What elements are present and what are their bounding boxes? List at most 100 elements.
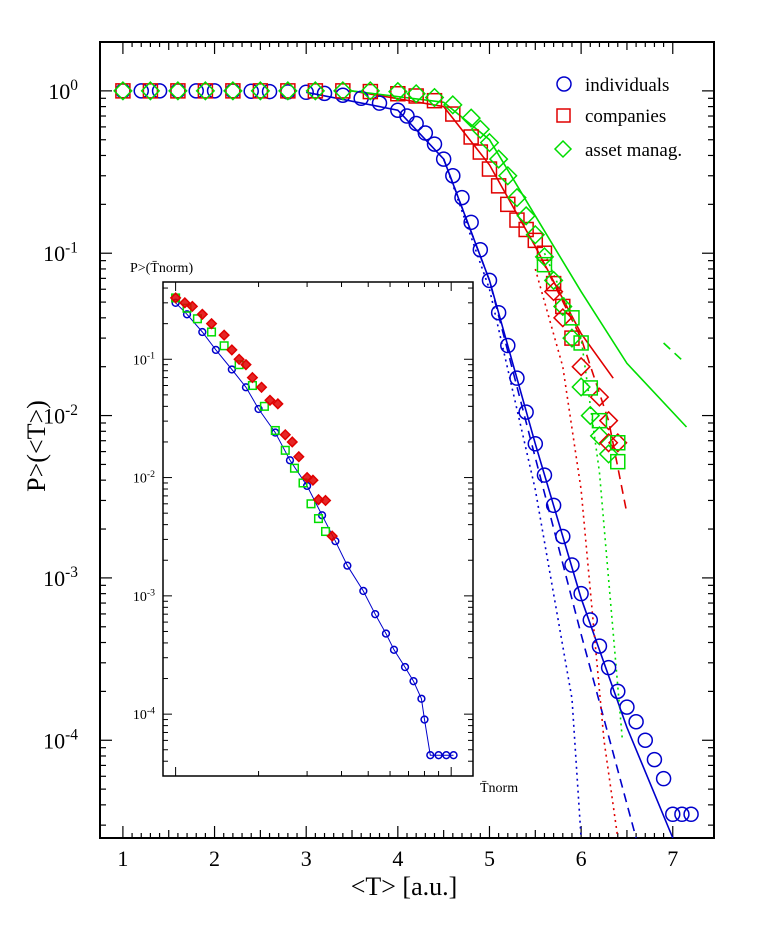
- data-point-circle: [536, 467, 553, 483]
- data-point-diamond: [223, 81, 243, 101]
- data-point-square: [564, 310, 580, 326]
- data-point-circle: [390, 102, 406, 118]
- inset-data-point-diamond: [233, 353, 245, 366]
- x-tick-label: 5: [484, 846, 495, 871]
- data-point-square: [426, 92, 443, 109]
- data-point-diamond: [562, 328, 582, 348]
- inset-data-point-circle: [400, 662, 410, 672]
- fit-line-solid: [351, 90, 614, 379]
- data-point-circle: [573, 585, 589, 602]
- inset-data-point-circle: [254, 404, 263, 414]
- x-tick-label: 2: [209, 846, 220, 871]
- data-point-square: [225, 83, 241, 99]
- data-point-square: [280, 83, 296, 99]
- data-point-circle: [582, 612, 599, 628]
- inset-axis-ticks: [162, 282, 473, 777]
- data-point-square: [518, 221, 534, 238]
- data-point-diamond: [507, 187, 527, 208]
- data-point-circle: [151, 83, 168, 99]
- data-point-diamond: [168, 81, 188, 101]
- data-point-circle: [481, 272, 498, 289]
- data-point-circle: [454, 189, 470, 206]
- data-point-circle: [298, 84, 314, 101]
- data-point-square: [335, 83, 351, 99]
- inset-data-point-diamond: [301, 471, 313, 484]
- data-point-square: [142, 83, 159, 99]
- data-point-circle: [426, 136, 443, 152]
- data-point-square: [536, 256, 553, 273]
- inset-data-point-diamond: [179, 297, 191, 309]
- data-point-square: [591, 412, 608, 429]
- data-point-diamond: [388, 81, 408, 102]
- inset-data-point-diamond: [205, 317, 218, 330]
- inset-data-point-diamond: [326, 530, 338, 542]
- data-point-diamond: [497, 165, 518, 186]
- inset-data-point-diamond: [255, 381, 268, 394]
- legend-marker-individuals: [556, 76, 572, 92]
- data-point-circle: [316, 85, 333, 102]
- x-axis-title: <T> [a.u.]: [351, 872, 458, 901]
- data-point-circle: [674, 806, 690, 823]
- inset-y-tick-label: 10-3: [133, 587, 155, 605]
- y-tick-label: 10-2: [43, 402, 78, 429]
- data-point-square: [472, 144, 489, 160]
- x-tick-label: 6: [576, 846, 587, 871]
- data-point-square: [573, 335, 589, 351]
- legend-marker-asset-manag: [553, 139, 573, 159]
- data-point-square: [555, 298, 571, 315]
- inset-data-point-diamond: [279, 428, 292, 441]
- data-point-diamond: [278, 81, 298, 101]
- data-point-diamond: [360, 81, 381, 101]
- fit-line-dashed: [534, 246, 628, 514]
- fit-line-dashed: [663, 342, 683, 361]
- data-point-circle: [628, 714, 644, 730]
- data-point-circle: [655, 770, 672, 787]
- inset-data-point-diamond: [169, 292, 182, 304]
- inset-data-point-diamond: [286, 436, 299, 448]
- inset-data-point-diamond: [196, 308, 209, 321]
- inset-data-point-circle: [426, 751, 435, 760]
- inset-data-point-diamond: [218, 329, 230, 341]
- main-data-markers: [113, 81, 699, 823]
- data-point-diamond: [580, 405, 601, 426]
- fit-line-dotted: [534, 268, 619, 839]
- x-tick-label: 4: [392, 846, 403, 871]
- data-point-diamond: [424, 87, 445, 108]
- inset-data-point-diamond: [312, 493, 325, 506]
- inset-data-point-circle: [359, 586, 368, 596]
- data-point-square: [564, 330, 580, 346]
- data-point-diamond: [305, 81, 326, 101]
- inset-data-point-diamond: [246, 371, 259, 384]
- y-tick-label: 10-3: [43, 564, 78, 591]
- inset-data-point-diamond: [319, 494, 332, 507]
- data-point-circle: [509, 370, 525, 386]
- inset-data-point-diamond: [264, 394, 276, 407]
- inset-data-point-circle: [434, 751, 443, 760]
- data-point-circle: [610, 683, 626, 700]
- y-tick-label: 10-4: [43, 726, 78, 753]
- data-point-square: [509, 212, 525, 228]
- data-point-diamond: [607, 432, 628, 453]
- data-point-square: [582, 380, 599, 396]
- data-point-circle: [445, 168, 461, 184]
- data-point-circle: [545, 497, 562, 514]
- data-point-square: [490, 178, 507, 194]
- data-point-diamond: [534, 247, 555, 267]
- data-point-diamond: [571, 356, 591, 377]
- inset-data-point-circle: [449, 751, 458, 760]
- data-point-diamond: [552, 296, 573, 317]
- inset-data-point-circle: [227, 365, 237, 374]
- data-point-diamond: [470, 119, 491, 140]
- data-point-square: [527, 232, 544, 249]
- data-point-diamond: [333, 81, 353, 101]
- data-point-square: [610, 453, 626, 470]
- data-point-circle: [500, 337, 516, 354]
- legend: individuals companies asset manag.: [553, 75, 682, 161]
- data-point-circle: [527, 436, 544, 452]
- main-axis-ticks: [100, 41, 714, 838]
- inset-data-point-square: [320, 526, 331, 537]
- inset-y-tick-label: 10-4: [133, 706, 155, 724]
- inset-data-point-square: [289, 463, 300, 473]
- data-point-circle: [637, 732, 654, 749]
- inset-y-tick-label: 10-1: [133, 351, 155, 369]
